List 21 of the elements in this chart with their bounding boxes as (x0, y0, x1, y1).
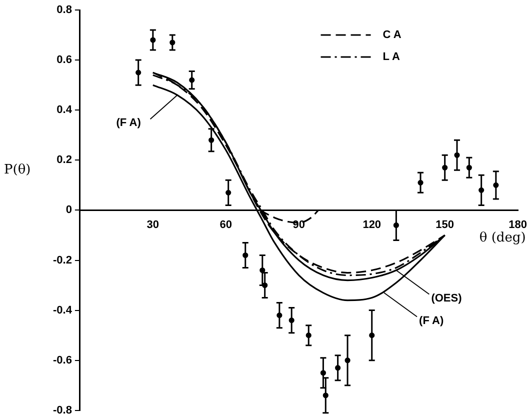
annotation: (F A) (116, 117, 142, 130)
annotation: (OES) (431, 292, 462, 304)
x-axis-title: θ (deg) (479, 230, 526, 246)
annotation: (F A) (419, 314, 444, 327)
y-tick-label: 0.8 (56, 4, 72, 16)
y-tick-label: -0.2 (52, 254, 72, 266)
x-tick-label: 150 (436, 218, 454, 231)
x-tick-label: 60 (220, 218, 232, 231)
y-tick-label: 0.2 (56, 154, 72, 166)
y-tick-label: 0.4 (56, 104, 73, 116)
y-tick-label: 0.6 (56, 54, 72, 66)
legend-label: C A (382, 29, 402, 42)
y-tick-label: -0.6 (52, 354, 72, 366)
y-tick-label: 0 (66, 204, 72, 216)
x-tick-label: 30 (146, 218, 160, 231)
x-tick-label: 120 (362, 218, 382, 231)
y-axis-title: P(θ) (4, 162, 31, 178)
y-tick-label: -0.4 (52, 304, 73, 316)
legend-label: L A (382, 51, 400, 64)
x-tick-label: 180 (508, 218, 528, 231)
y-tick-label: -0.8 (52, 404, 72, 416)
